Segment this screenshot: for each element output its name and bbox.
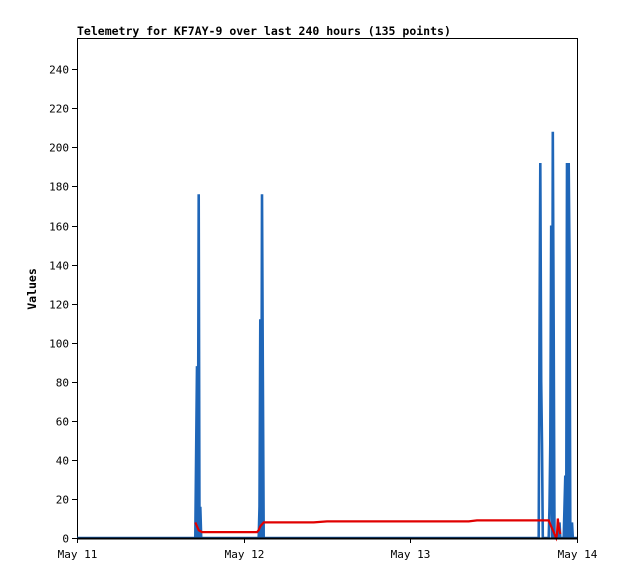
x-tick-label: May 11	[58, 548, 98, 561]
y-tick-label: 180	[49, 181, 69, 194]
x-axis: May 11 May 12 May 13 May 14	[58, 538, 598, 561]
y-tick-label: 160	[49, 221, 69, 234]
y-tick-label: 140	[49, 260, 69, 273]
y-tick-label: 0	[62, 533, 69, 546]
chart-title: Telemetry for KF7AY-9 over last 240 hour…	[77, 24, 451, 38]
x-tick-label: May 12	[225, 548, 265, 561]
y-tick-label: 200	[49, 142, 69, 155]
y-tick-label: 40	[56, 455, 69, 468]
y-tick-label: 120	[49, 299, 69, 312]
y-tick-label: 220	[49, 103, 69, 116]
series-line-2	[194, 518, 562, 542]
x-tick-label: May 13	[391, 548, 431, 561]
y-axis: 0 20 40 60 80 100 120 140 160 180 200 220 240	[49, 64, 77, 546]
y-tick-label: 240	[49, 64, 69, 77]
y-axis-label: Values	[25, 268, 39, 310]
y-tick-label: 80	[56, 377, 69, 390]
plot-frame	[77, 38, 578, 539]
y-tick-label: 20	[56, 494, 69, 507]
y-tick-label: 100	[49, 338, 69, 351]
x-tick-label: May 14	[558, 548, 598, 561]
y-tick-label: 60	[56, 416, 69, 429]
